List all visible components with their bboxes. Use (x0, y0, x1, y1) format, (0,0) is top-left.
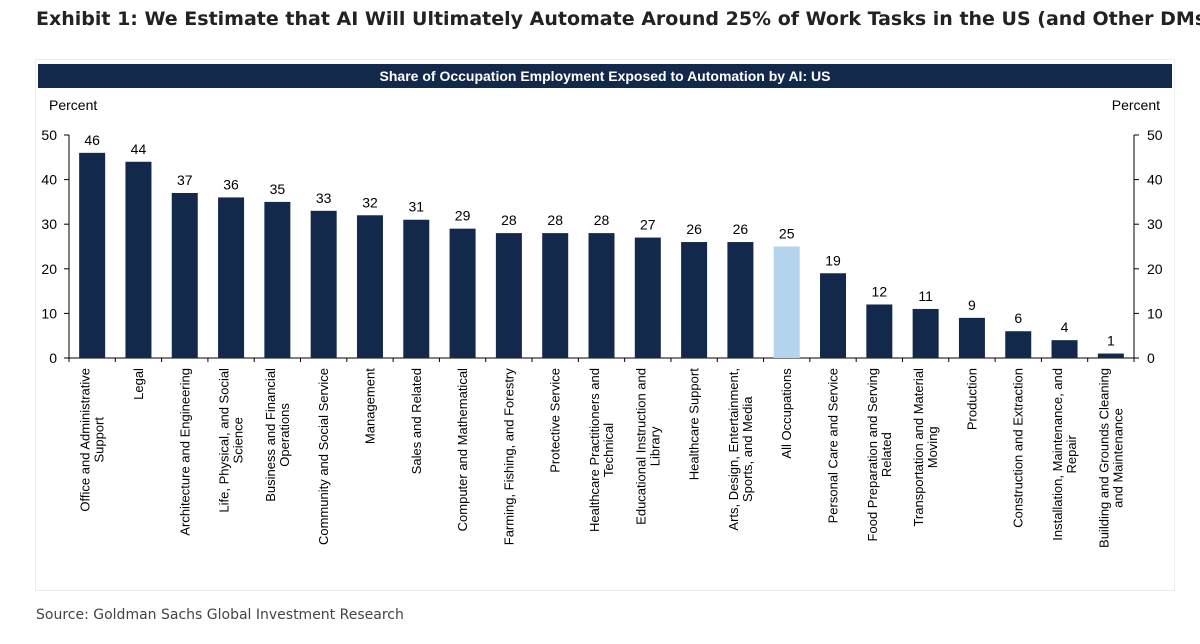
category-label: Legal (131, 368, 146, 400)
bar (171, 192, 198, 358)
bar (681, 242, 708, 358)
bar-value-label: 9 (968, 297, 976, 313)
bar (773, 246, 800, 358)
bar (820, 273, 847, 358)
bar (264, 201, 291, 358)
category-label: Architecture and Engineering (177, 368, 192, 536)
bar-value-label: 28 (547, 212, 563, 228)
chart-title: Share of Occupation Employment Exposed t… (38, 64, 1172, 88)
y-tick-label-right: 50 (1147, 127, 1163, 143)
bar-value-label: 19 (825, 252, 841, 268)
y-tick-label-left: 0 (49, 350, 57, 366)
category-label: Transportation and MaterialMoving (911, 368, 940, 527)
bar-value-label: 37 (177, 172, 193, 188)
source-note: Source: Goldman Sachs Global Investment … (36, 607, 404, 623)
y-axis-label-right: Percent (1112, 97, 1160, 113)
category-label: Building and Grounds Cleaningand Mainten… (1096, 368, 1125, 548)
exhibit-title: Exhibit 1: We Estimate that AI Will Ulti… (36, 8, 1200, 30)
category-label: Sales and Related (409, 368, 424, 474)
bar-value-label: 28 (501, 212, 517, 228)
bar (634, 237, 661, 358)
bar-value-label: 6 (1014, 310, 1022, 326)
y-axis-label-left: Percent (49, 97, 97, 113)
category-label: Construction and Extraction (1011, 368, 1026, 528)
y-tick-label-left: 50 (41, 127, 57, 143)
bar-value-label: 36 (223, 176, 239, 192)
category-label: Computer and Mathematical (455, 368, 470, 531)
bar (727, 242, 754, 358)
bar-value-label: 25 (779, 226, 795, 242)
bar-value-label: 27 (640, 217, 656, 233)
category-label: Healthcare Practitioners andTechnical (587, 368, 616, 532)
category-label: All Occupations (779, 368, 794, 459)
bar (866, 304, 893, 358)
category-label: Protective Service (548, 368, 563, 473)
bar-value-label: 33 (316, 190, 332, 206)
y-tick-label-right: 10 (1147, 305, 1163, 321)
bar (356, 215, 383, 358)
y-tick-label-left: 20 (41, 261, 57, 277)
bar (125, 161, 152, 358)
bar-value-label: 35 (270, 181, 286, 197)
category-label: Management (362, 368, 377, 444)
category-label: Food Preparation and ServingRelated (865, 368, 894, 541)
y-tick-label-right: 30 (1147, 216, 1163, 232)
bar-value-label: 44 (131, 141, 147, 157)
category-label: Farming, Fishing, and Forestry (501, 368, 516, 546)
bar-value-label: 1 (1107, 333, 1115, 349)
bar (1005, 331, 1032, 358)
bar (912, 308, 939, 358)
category-label: Life, Physical, and SocialScience (217, 368, 246, 513)
bar-value-label: 29 (455, 208, 471, 224)
category-label: Educational Instruction andLibrary (633, 368, 662, 525)
bar (403, 219, 430, 358)
bar (1097, 353, 1124, 358)
y-tick-label-left: 10 (41, 305, 57, 321)
y-tick-label-right: 20 (1147, 261, 1163, 277)
bar (79, 152, 106, 358)
bar (1051, 340, 1078, 358)
category-label: Healthcare Support (687, 368, 702, 480)
bar-value-label: 4 (1061, 319, 1069, 335)
bar (495, 233, 522, 358)
bar (449, 228, 476, 358)
category-label: Installation, Maintenance, andRepair (1050, 368, 1079, 541)
category-label: Personal Care and Service (826, 368, 841, 523)
y-tick-label-right: 0 (1147, 350, 1155, 366)
bar (218, 197, 245, 358)
bar-value-label: 11 (918, 288, 933, 304)
bar (542, 233, 569, 358)
bar-value-label: 26 (686, 221, 702, 237)
bar-value-label: 26 (733, 221, 749, 237)
category-label: Community and Social Service (316, 368, 331, 545)
bar-value-label: 28 (594, 212, 610, 228)
category-label: Production (964, 368, 979, 430)
bar-value-label: 31 (408, 199, 424, 215)
bar-value-label: 46 (84, 132, 100, 148)
bar-value-label: 32 (362, 194, 378, 210)
y-tick-label-left: 30 (41, 216, 57, 232)
category-label: Business and FinancialOperations (263, 368, 292, 502)
bar (310, 210, 337, 358)
y-tick-label-right: 40 (1147, 172, 1163, 188)
bar (958, 317, 985, 358)
category-label: Office and AdministrativeSupport (78, 368, 107, 512)
bar (588, 233, 615, 358)
y-tick-label-left: 40 (41, 172, 57, 188)
bar-value-label: 12 (872, 283, 888, 299)
category-label: Arts, Design, Entertainment,Sports, and … (726, 368, 755, 531)
